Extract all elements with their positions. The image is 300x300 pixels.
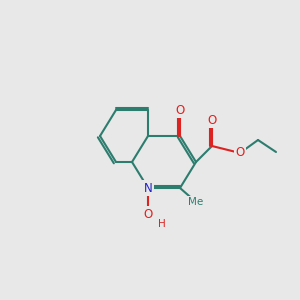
Text: O: O [143, 208, 153, 220]
Text: Me: Me [188, 197, 204, 207]
Text: O: O [236, 146, 244, 160]
Text: N: N [144, 182, 152, 194]
Text: H: H [158, 219, 166, 229]
Text: O: O [176, 103, 184, 116]
Text: O: O [207, 113, 217, 127]
